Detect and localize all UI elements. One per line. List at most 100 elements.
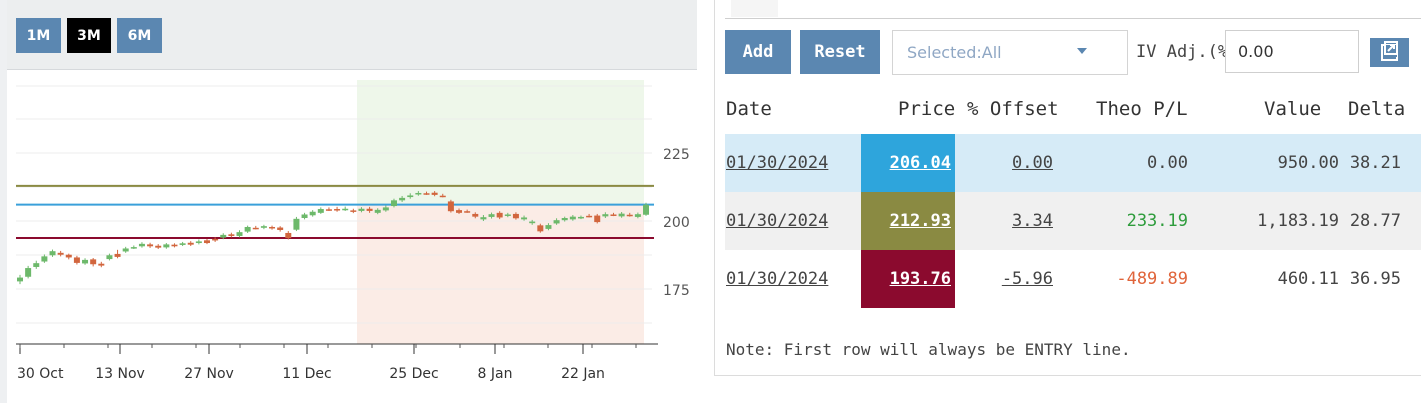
- candle: [545, 225, 552, 229]
- candle: [415, 192, 422, 195]
- selection-dropdown[interactable]: Selected:All: [892, 30, 1128, 75]
- offset-link[interactable]: -5.96: [1001, 269, 1053, 289]
- candle: [317, 209, 324, 213]
- range-1m-button[interactable]: 1M: [16, 18, 61, 53]
- iv-adj-label: IV Adj.(%): [1136, 42, 1239, 62]
- candle: [301, 214, 308, 219]
- date-link[interactable]: 01/30/2024: [726, 269, 829, 289]
- x-tick-label: 27 Nov: [184, 366, 234, 382]
- date-link[interactable]: 01/30/2024: [726, 211, 829, 231]
- candle: [366, 208, 373, 211]
- candle: [49, 251, 56, 256]
- popout-icon: [1381, 41, 1398, 61]
- y-tick-label: 200: [663, 215, 690, 231]
- reset-button[interactable]: Reset: [800, 30, 880, 74]
- candle: [423, 193, 430, 195]
- candle: [334, 209, 341, 211]
- candle: [456, 210, 463, 213]
- price-chart[interactable]: 175 200 225 30 Oct 13 Nov 27 Nov 11 Dec 25 Dec 8…: [0, 0, 697, 403]
- candle: [464, 211, 471, 213]
- footnote: Note: First row will always be ENTRY lin…: [726, 340, 1131, 359]
- candle: [98, 263, 105, 266]
- candle: [41, 256, 48, 262]
- price-offset-panel: Add Reset Selected:All IV Adj.(%) Date P…: [714, 0, 1421, 376]
- candle: [382, 207, 389, 211]
- candle: [285, 232, 292, 239]
- candle: [17, 277, 23, 282]
- value-cell: 460.11: [1277, 269, 1339, 289]
- date-link[interactable]: 01/30/2024: [726, 153, 829, 173]
- candle: [90, 259, 97, 265]
- x-tick-label: 13 Nov: [95, 366, 145, 382]
- x-tick-label: 30 Oct: [17, 366, 64, 382]
- value-cell: 950.00: [1277, 153, 1339, 173]
- candle: [163, 244, 170, 248]
- candle: [57, 252, 64, 255]
- table-row: 01/30/2024 212.93 3.34 233.19 1,183.19 2…: [725, 192, 1421, 250]
- chart-panel: 1M 3M 6M 175 200 225 30 Oct 13 Nov 27 Nov 11 D…: [0, 0, 697, 403]
- candle: [618, 213, 625, 217]
- candle: [586, 215, 593, 218]
- candle: [25, 268, 32, 277]
- candle: [569, 216, 576, 220]
- candle: [521, 217, 528, 220]
- range-3m-button[interactable]: 3M: [67, 18, 111, 53]
- panel-edge: [0, 0, 7, 403]
- candle: [114, 253, 121, 257]
- candle: [390, 200, 397, 207]
- candle: [260, 226, 267, 228]
- add-button[interactable]: Add: [725, 30, 791, 74]
- col-header-theo: Theo P/L: [1096, 98, 1188, 120]
- x-tick-label: 8 Jan: [478, 366, 513, 382]
- candle: [342, 208, 349, 211]
- candle: [602, 214, 609, 217]
- candle: [472, 213, 479, 217]
- theo-pl-value: -489.89: [1116, 269, 1188, 289]
- candle: [195, 241, 202, 244]
- candle: [130, 247, 137, 249]
- caret-down-icon: [1077, 48, 1087, 54]
- candle: [244, 226, 251, 232]
- price-link[interactable]: 212.93: [861, 192, 955, 250]
- candle: [155, 245, 162, 248]
- candle: [122, 248, 129, 252]
- candle: [138, 243, 145, 247]
- delta-cell: 36.95: [1349, 269, 1401, 289]
- iv-adj-input[interactable]: [1225, 30, 1359, 73]
- candle: [236, 232, 243, 236]
- candle: [277, 227, 284, 230]
- candle: [65, 254, 72, 258]
- candle: [488, 214, 495, 217]
- table-row: 01/30/2024 206.04 0.00 0.00 950.00 38.21: [725, 134, 1421, 192]
- candle: [626, 214, 633, 217]
- candle: [634, 214, 641, 217]
- range-6m-button[interactable]: 6M: [117, 18, 162, 53]
- y-tick-label: 175: [663, 283, 690, 299]
- candle: [171, 244, 178, 247]
- candle: [203, 240, 210, 244]
- theo-pl-value: 233.19: [1126, 211, 1188, 231]
- candle: [561, 218, 568, 221]
- candle: [33, 263, 40, 267]
- candle: [293, 218, 300, 230]
- candle: [309, 211, 316, 216]
- candle: [187, 242, 194, 245]
- x-tick-label: 25 Dec: [389, 366, 438, 382]
- delta-cell: 28.77: [1349, 211, 1401, 231]
- candle: [447, 201, 454, 212]
- candle: [212, 238, 219, 241]
- popout-button[interactable]: [1370, 38, 1409, 67]
- candle: [399, 197, 406, 201]
- candle: [431, 192, 438, 195]
- candle: [106, 255, 113, 260]
- offset-link[interactable]: 0.00: [1012, 153, 1053, 173]
- price-link[interactable]: 193.76: [861, 250, 955, 308]
- y-tick-label: 225: [663, 147, 690, 163]
- candle: [82, 259, 89, 264]
- offset-link[interactable]: 3.34: [1012, 211, 1053, 231]
- candle: [252, 227, 259, 230]
- x-tick-label: 11 Dec: [282, 366, 331, 382]
- price-link[interactable]: 206.04: [861, 134, 955, 192]
- col-header-date: Date: [726, 98, 772, 120]
- candle: [496, 212, 503, 218]
